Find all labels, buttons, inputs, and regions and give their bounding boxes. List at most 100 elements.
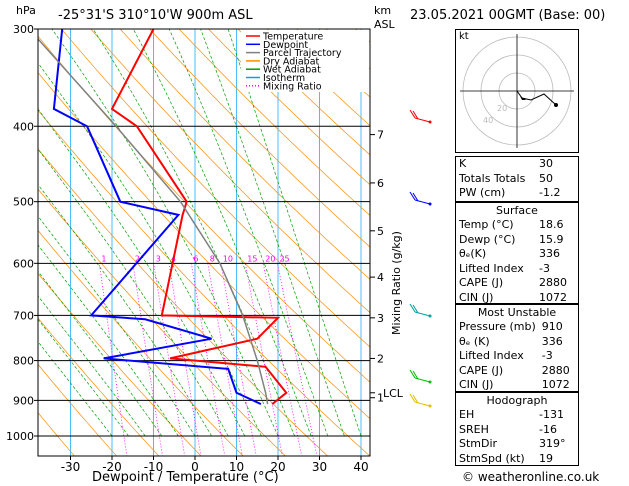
dry-adiabat-line — [38, 412, 75, 456]
index-row: K 30 — [456, 157, 576, 172]
wet-adiabat-line — [38, 184, 212, 437]
index-label: PW (cm) — [459, 186, 506, 199]
index-value: 1072 — [541, 378, 570, 391]
wet-adiabat-line — [38, 62, 262, 437]
index-label: SREH — [459, 422, 489, 436]
index-value: 336 — [541, 334, 563, 348]
footer-credit: © weatheronline.co.uk — [462, 470, 600, 484]
pressure-tick-label: 600 — [13, 257, 34, 270]
most-unstable-box: Most Unstable Pressure (mb) 910 θₑ (K) 336 L… — [455, 304, 579, 392]
dry-adiabat-line — [38, 317, 160, 456]
hodograph-indices-title: Hodograph — [486, 394, 548, 407]
datetime-title: 23.05.2021 00GMT (Base: 00) — [410, 8, 606, 23]
temp-tick-label: -10 — [144, 460, 164, 474]
index-row: PW (cm) -1.2 — [456, 186, 576, 201]
index-label: EH — [459, 408, 475, 421]
mixing-ratio-line — [277, 263, 318, 456]
mixing-ratio-line — [207, 263, 243, 456]
wind-barb-dot — [428, 314, 432, 318]
mixing-ratio-label: 25 — [279, 254, 289, 263]
hodograph-panel: kt 20 40 — [455, 29, 579, 153]
legend-label: Wet Adiabat — [263, 65, 321, 76]
temp-tick-label: 30 — [312, 460, 327, 474]
index-label: Totals Totals — [459, 171, 526, 185]
legend-label: Mixing Ratio — [263, 81, 322, 92]
index-label: Pressure (mb) — [459, 320, 536, 333]
pressure-tick-label: 800 — [13, 355, 34, 368]
mixing-ratio-label: 2 — [135, 254, 140, 263]
mixing-ratio-label: 6 — [193, 254, 198, 263]
dry-adiabat-line — [38, 363, 118, 456]
index-value: -1.2 — [539, 186, 561, 199]
surface-title: Surface — [496, 204, 538, 217]
mixing-ratio-line — [244, 263, 283, 456]
hpa-label: hPa — [16, 4, 36, 17]
wind-barb-flag — [412, 192, 419, 202]
temp-tick-label: -30 — [61, 460, 81, 474]
index-row: StmSpd (kt) 19 — [456, 452, 576, 467]
index-value: 50 — [539, 171, 553, 185]
wet-adiabat-line — [38, 341, 113, 437]
dry-adiabat-line — [38, 229, 244, 456]
index-value: 1072 — [539, 290, 567, 304]
series-parcel-trajectory — [38, 37, 269, 405]
km-tick-label: 4 — [377, 271, 384, 284]
wind-barb-flag — [412, 394, 419, 404]
pressure-tick-label: 300 — [13, 23, 34, 36]
index-value: 336 — [539, 247, 560, 260]
index-label: Dewp (°C) — [459, 232, 516, 246]
pressure-tick-label: 900 — [13, 394, 34, 407]
km-tick-label: 1 — [377, 392, 384, 405]
most-unstable-title: Most Unstable — [477, 306, 557, 319]
index-value: 15.9 — [539, 232, 564, 246]
wind-barb-dot — [428, 380, 432, 384]
index-label: Lifted Index — [459, 349, 524, 362]
wet-adiabat-line — [38, 295, 146, 437]
temp-tick-label: 10 — [229, 460, 244, 474]
wind-barb-dot — [428, 404, 432, 408]
temp-tick-label: 20 — [270, 460, 285, 474]
wind-barb-flag — [412, 370, 419, 380]
pressure-tick-label: 500 — [13, 196, 34, 209]
index-value: 319° — [539, 437, 566, 450]
wet-adiabat-line — [51, 29, 279, 437]
km-tick-label: 2 — [377, 352, 384, 365]
km-tick-label: 5 — [377, 225, 384, 238]
mixing-ratio-label: 1 — [101, 254, 106, 263]
index-row: Pressure (mb) 910 — [456, 320, 576, 335]
hodograph-indices-box: Hodograph EH -131 SREH -16 StmDir 319° StmSpd … — [455, 392, 579, 466]
km-tick-label: 6 — [377, 177, 384, 190]
wind-barb-flag — [409, 393, 416, 403]
index-value: 18.6 — [539, 218, 564, 231]
temp-tick-label: -20 — [102, 460, 122, 474]
wet-adiabat-line — [200, 29, 345, 437]
indices-box-1: K 30 Totals Totals 50 PW (cm) -1.2 — [455, 156, 579, 202]
index-row: SREH -16 — [456, 423, 576, 438]
index-label: θₑ(K) — [459, 247, 487, 260]
surface-box: Surface Temp (°C) 18.6 Dewp (°C) 15.9 θₑ(K) 3… — [455, 202, 579, 304]
index-label: CAPE (J) — [459, 276, 504, 289]
index-row: θₑ(K) 336 — [456, 247, 576, 262]
index-label: K — [459, 157, 467, 170]
index-value: 19 — [539, 451, 553, 465]
mixing-ratio-label: 15 — [247, 254, 257, 263]
series-temperature — [110, 29, 288, 405]
wind-barb-flag — [409, 109, 416, 119]
temp-tick-label: 0 — [191, 460, 199, 474]
index-row: CIN (J) 1072 — [456, 291, 576, 306]
hodograph-unit-label: kt — [459, 31, 469, 42]
wet-adiabat-line — [227, 29, 362, 437]
index-value: 2880 — [541, 363, 570, 377]
mixing-ratio-label: 8 — [210, 254, 215, 263]
legend-label: Temperature — [262, 32, 323, 43]
wind-barb-dot — [428, 120, 432, 124]
mixing-ratio-line — [220, 263, 257, 456]
hodograph-ring-label: 20 — [497, 104, 507, 113]
location-title: -25°31'S 310°10'W 900m ASL — [58, 8, 253, 23]
index-row: θₑ (K) 336 — [456, 335, 576, 350]
index-value: 30 — [539, 157, 553, 170]
index-label: θₑ (K) — [459, 334, 490, 348]
wind-barb-flag — [409, 303, 416, 313]
index-label: Lifted Index — [459, 261, 524, 275]
